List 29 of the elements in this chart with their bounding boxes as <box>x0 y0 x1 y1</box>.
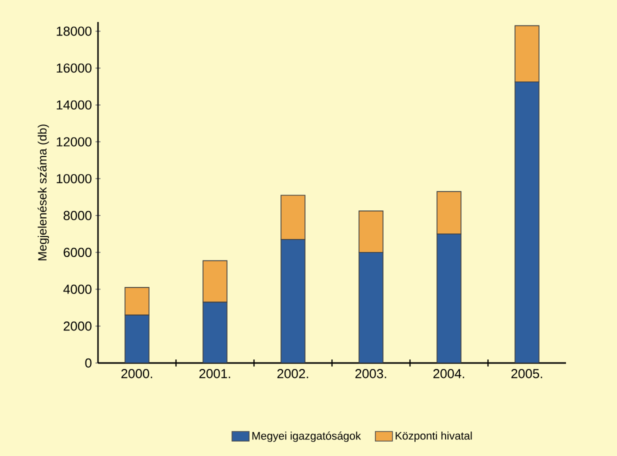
bar <box>124 314 150 363</box>
y-tick-label: 0 <box>85 358 92 368</box>
bar <box>202 260 228 303</box>
y-tick-label: 10000 <box>56 174 92 184</box>
x-tick-label: 2001. <box>199 369 230 378</box>
bar <box>202 302 228 363</box>
bar <box>280 239 306 363</box>
bar <box>436 191 462 234</box>
legend-label: Központi hivatal <box>396 432 472 442</box>
x-tick-label: 2000. <box>121 369 152 378</box>
bar <box>514 82 540 363</box>
y-tick-label: 14000 <box>56 100 92 110</box>
x-tick-label: 2005. <box>511 369 542 378</box>
y-tick-label: 8000 <box>64 210 92 220</box>
x-tick-label: 2002. <box>277 369 308 378</box>
y-tick-label: 4000 <box>63 284 92 294</box>
y-tick-label: 12000 <box>56 137 92 146</box>
y-tick-label: 16000 <box>56 63 92 73</box>
y-axis-title: Megjelenések száma (db) <box>38 124 49 260</box>
y-tick-label: 2000 <box>64 322 92 331</box>
y-tick-label: 18000 <box>56 26 92 36</box>
bar <box>358 252 384 363</box>
bar <box>280 194 306 240</box>
bar <box>436 234 462 363</box>
x-tick-label: 2003. <box>355 369 386 378</box>
bar <box>358 210 384 253</box>
x-tick-label: 2004. <box>433 369 464 378</box>
y-tick-label: 6000 <box>64 248 92 258</box>
legend-label: Megyei igazgatóságok <box>252 432 361 442</box>
